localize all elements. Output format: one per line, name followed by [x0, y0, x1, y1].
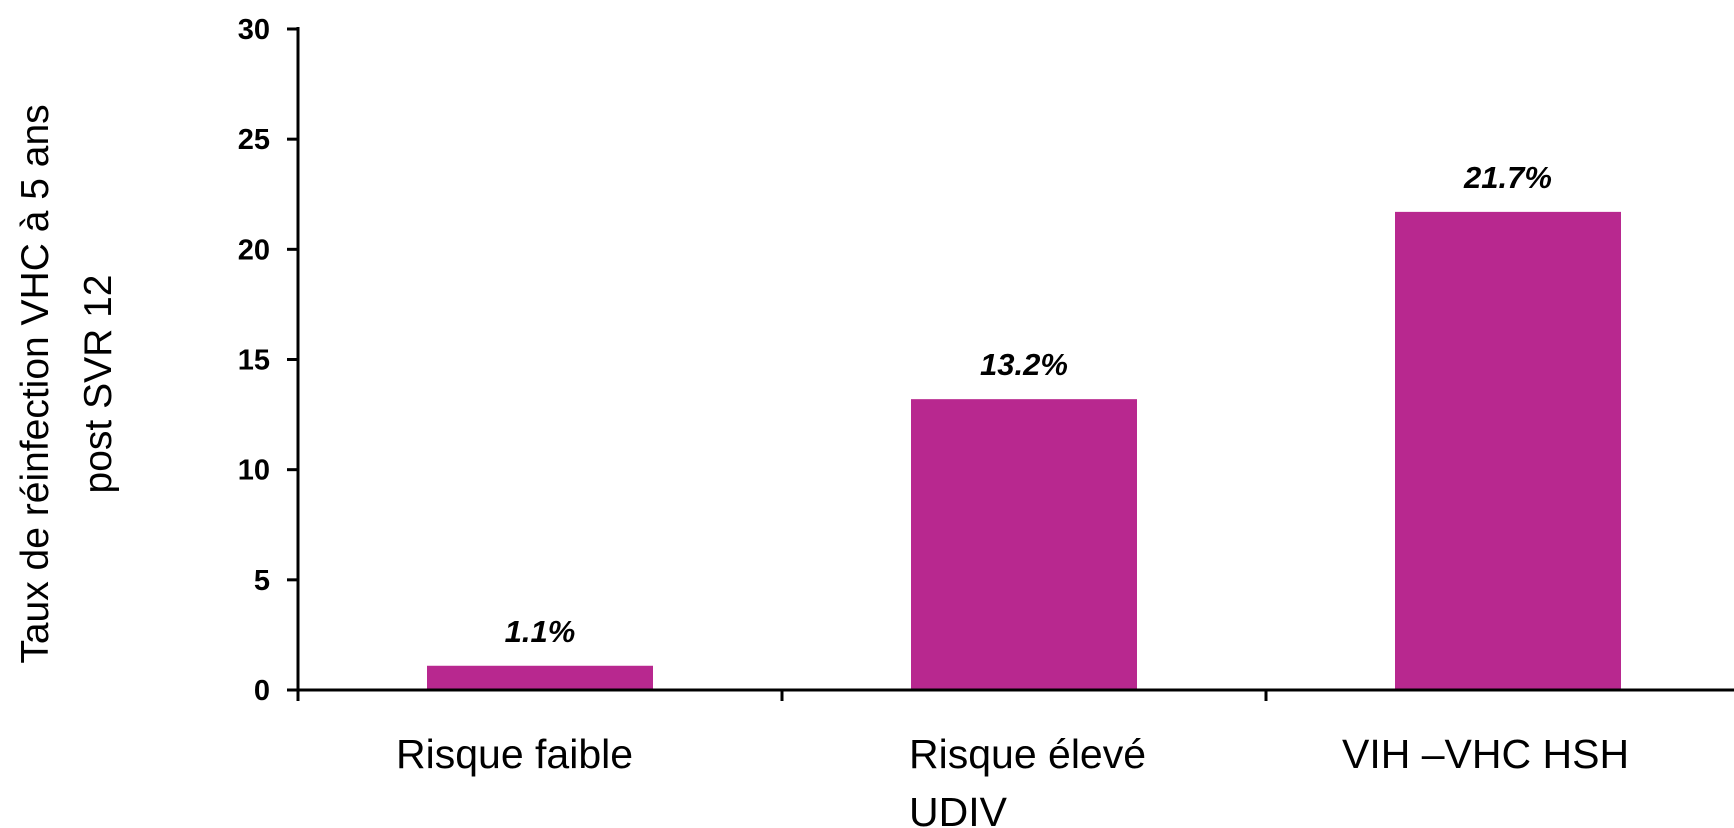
- bars: [427, 211, 1621, 691]
- x-axis-ticks: [296, 690, 1268, 701]
- x-category-label: Risque faible: [396, 731, 633, 777]
- y-tick-label: 15: [238, 345, 270, 377]
- x-category-label-line: VIH –VHC HSH: [1342, 731, 1629, 777]
- y-tick-label: 5: [254, 565, 270, 597]
- x-category-label-line: UDIV: [909, 789, 1008, 828]
- y-tick-label: 20: [238, 234, 270, 266]
- x-category-label: VIH –VHC HSH: [1342, 731, 1629, 777]
- axes: [296, 27, 1734, 692]
- category-labels: Risque faible Risque élevé UDIV VIH –VHC HS…: [396, 731, 1629, 828]
- x-category-label-line: Risque élevé: [909, 731, 1146, 777]
- y-axis-label: Taux de réinfection VHC à 5 ans post SVR …: [14, 104, 120, 663]
- y-axis-label-line: post SVR 12: [77, 275, 120, 494]
- bar-value-label: 13.2%: [980, 347, 1068, 382]
- y-axis-ticks: 0 5 10 15 20 25 30: [238, 14, 298, 707]
- y-tick-label: 0: [254, 675, 270, 707]
- bar: [911, 399, 1137, 690]
- x-category-label-line: Risque faible: [396, 731, 633, 777]
- x-category-label: Risque élevé UDIV: [909, 731, 1146, 828]
- y-tick-label: 30: [238, 14, 270, 46]
- y-axis-label-line: Taux de réinfection VHC à 5 ans: [14, 104, 57, 663]
- y-tick-label: 10: [238, 455, 270, 487]
- bar: [1395, 211, 1621, 691]
- bar-value-label: 21.7%: [1463, 160, 1552, 195]
- bar: [427, 665, 653, 690]
- data-labels: 1.1% 13.2% 21.7%: [505, 160, 1552, 649]
- y-axis-title: Taux de réinfection VHC à 5 ans post SVR …: [14, 104, 120, 663]
- bar-value-label: 1.1%: [505, 614, 576, 649]
- y-tick-label: 25: [238, 124, 270, 156]
